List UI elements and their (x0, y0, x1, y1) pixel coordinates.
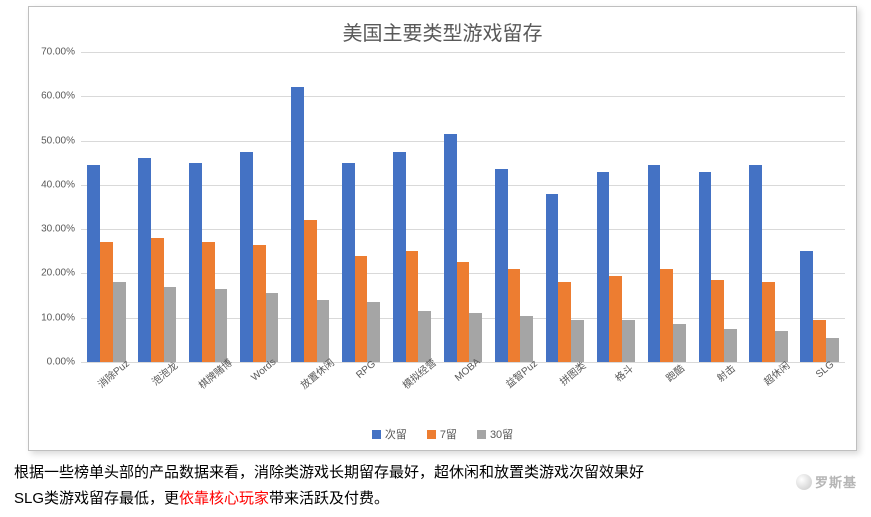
bar (495, 169, 508, 362)
bar (749, 165, 762, 362)
bar (699, 172, 712, 362)
bar (609, 276, 622, 362)
bar (673, 324, 686, 362)
category-group: Words (234, 52, 285, 362)
bar (266, 293, 279, 362)
ytick-label: 30.00% (41, 224, 75, 235)
bar (800, 251, 813, 362)
caption-line1: 根据一些榜单头部的产品数据来看，消除类游戏长期留存最好，超休闲和放置类游戏次留效… (14, 464, 644, 481)
bar (711, 280, 724, 362)
bar (189, 163, 202, 362)
bar (724, 329, 737, 362)
category-group: 放置休闲 (285, 52, 336, 362)
category-group: 超休闲 (743, 52, 794, 362)
caption-line2a: SLG类游戏留存最低，更 (14, 490, 179, 507)
legend-label: 7留 (440, 429, 457, 441)
legend-item: 7留 (427, 426, 457, 442)
bar (813, 320, 826, 362)
bar (342, 163, 355, 362)
bar (291, 87, 304, 362)
ytick-label: 70.00% (41, 47, 75, 58)
bar (571, 320, 584, 362)
bar (355, 256, 368, 362)
chart-container: 美国主要类型游戏留存 0.00%10.00%20.00%30.00%40.00%… (28, 6, 857, 451)
bar (546, 194, 559, 362)
bar (393, 152, 406, 362)
xtick-label: 跑酷 (662, 360, 687, 384)
legend-swatch (477, 430, 486, 439)
caption-line2c: 带来活跃及付费。 (269, 490, 389, 507)
ytick-label: 50.00% (41, 135, 75, 146)
category-group: 消除Puz (81, 52, 132, 362)
bar (622, 320, 635, 362)
bar (457, 262, 470, 362)
ytick-label: 10.00% (41, 312, 75, 323)
ytick-label: 60.00% (41, 91, 75, 102)
watermark: 罗斯基 (796, 472, 857, 491)
category-group: 跑酷 (641, 52, 692, 362)
legend-label: 次留 (385, 429, 407, 441)
caption-text: 根据一些榜单头部的产品数据来看，消除类游戏长期留存最好，超休闲和放置类游戏次留效… (14, 460, 854, 511)
bar (317, 300, 330, 362)
ytick-label: 20.00% (41, 268, 75, 279)
legend-swatch (427, 430, 436, 439)
category-group: 拼图类 (539, 52, 590, 362)
bar (164, 287, 177, 362)
category-group: MOBA (438, 52, 489, 362)
bar (240, 152, 253, 362)
bar (558, 282, 571, 362)
legend-item: 次留 (372, 426, 407, 442)
legend-swatch (372, 430, 381, 439)
xtick-label: 射击 (713, 360, 738, 384)
xtick-label: 格斗 (611, 360, 636, 384)
ytick-label: 0.00% (47, 357, 75, 368)
plot-area: 0.00%10.00%20.00%30.00%40.00%50.00%60.00… (81, 52, 845, 362)
category-group: 益智Puz (488, 52, 539, 362)
bar (202, 242, 215, 362)
bar (660, 269, 673, 362)
category-group: 泡泡龙 (132, 52, 183, 362)
bar (87, 165, 100, 362)
category-group: RPG (336, 52, 387, 362)
bar (253, 245, 266, 362)
bar (151, 238, 164, 362)
bar (762, 282, 775, 362)
category-group: SLG (794, 52, 845, 362)
bar (138, 158, 151, 362)
bar (826, 338, 839, 362)
bar (648, 165, 661, 362)
bar (508, 269, 521, 362)
legend-item: 30留 (477, 426, 513, 442)
bar (304, 220, 317, 362)
chart-title: 美国主要类型游戏留存 (29, 7, 856, 46)
bar (444, 134, 457, 362)
watermark-icon (796, 474, 812, 490)
bar (113, 282, 126, 362)
bar (520, 316, 533, 363)
bar (100, 242, 113, 362)
legend: 次留 7留 30留 (29, 426, 856, 442)
category-group: 射击 (692, 52, 743, 362)
bar (597, 172, 610, 362)
bar (367, 302, 380, 362)
bar (406, 251, 419, 362)
watermark-text: 罗斯基 (815, 475, 857, 490)
bar (469, 313, 482, 362)
legend-label: 30留 (490, 429, 513, 441)
category-group: 棋牌赌博 (183, 52, 234, 362)
ytick-label: 40.00% (41, 179, 75, 190)
caption-line2-highlight: 依靠核心玩家 (179, 490, 269, 507)
bar (215, 289, 228, 362)
category-group: 模拟经营 (387, 52, 438, 362)
category-group: 格斗 (590, 52, 641, 362)
